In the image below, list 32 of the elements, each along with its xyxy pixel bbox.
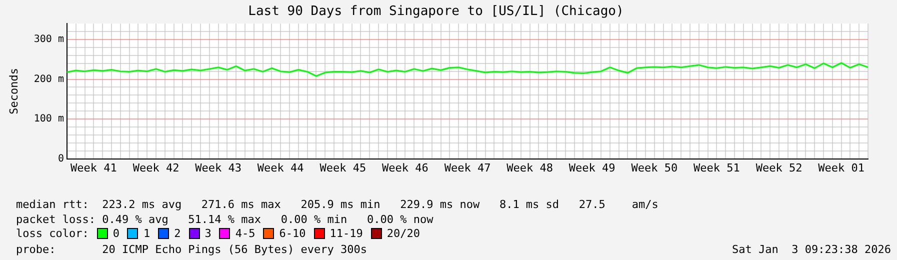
text: packet loss: 0.49 % avg 51.14 % max 0.00 % min 0.00 % now xyxy=(16,213,434,226)
y-axis-title: Seconds xyxy=(7,68,20,114)
y-tick-label: 300 m xyxy=(34,34,64,46)
text: loss color: xyxy=(16,227,89,240)
text: 11-19 xyxy=(330,227,363,240)
x-tick-label: Week 50 xyxy=(631,161,678,174)
text: Sat Jan 3 09:23:38 2026 xyxy=(732,243,891,256)
x-tick-label: Week 49 xyxy=(568,161,616,174)
text: 0 xyxy=(112,227,120,240)
x-tick-label: Week 46 xyxy=(382,161,428,174)
x-tick-label: Week 43 xyxy=(195,161,242,174)
y-tick-label: 0 xyxy=(58,153,64,164)
chart-title: Last 90 Days from Singapore to [US/IL] (Chicago) xyxy=(248,4,624,20)
y-tick-label: 200 m xyxy=(34,74,64,85)
x-tick-label: Week 48 xyxy=(506,161,553,174)
text: 1 xyxy=(143,227,150,240)
text: 20/20 xyxy=(386,227,420,240)
text: 4-5 xyxy=(235,227,256,240)
text: 2 xyxy=(174,227,181,240)
text: median rtt: 223.2 ms avg 271.6 ms max 205.9 ms min 229.9 ms now 8.1 ms sd 27.5 am/s xyxy=(16,198,658,211)
x-tick-label: Week 52 xyxy=(756,161,802,174)
x-tick-label: Week 42 xyxy=(132,161,180,174)
y-tick-label: 100 m xyxy=(34,114,64,125)
text: 6-10 xyxy=(279,227,306,240)
x-tick-label: Week 47 xyxy=(444,161,491,174)
x-tick-label: Week 41 xyxy=(70,161,117,174)
x-tick-label: Week 44 xyxy=(257,161,304,174)
x-tick-label: Week 01 xyxy=(818,161,864,174)
text: 3 xyxy=(204,227,212,240)
text: probe: 20 ICMP Echo Pings (56 Bytes) every 300s xyxy=(16,243,367,256)
x-tick-label: Week 45 xyxy=(320,161,366,174)
x-tick-label: Week 51 xyxy=(694,161,740,174)
